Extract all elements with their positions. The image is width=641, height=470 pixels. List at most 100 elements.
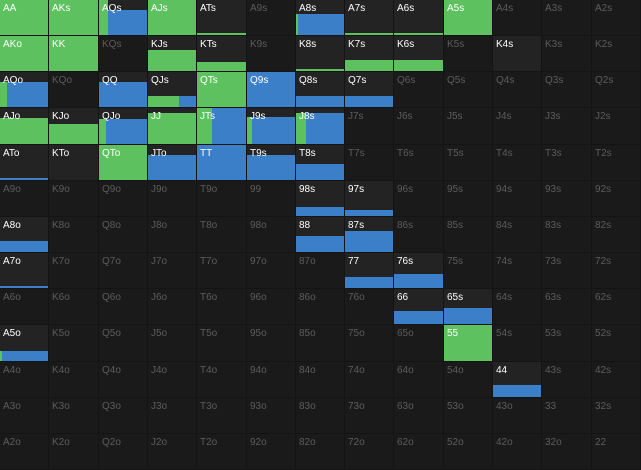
hand-cell-QJo[interactable]: QJo <box>99 108 148 145</box>
hand-cell-64o[interactable]: 64o <box>394 362 444 398</box>
hand-cell-83s[interactable]: 83s <box>542 217 592 253</box>
hand-cell-A9s[interactable]: A9s <box>247 0 296 36</box>
hand-cell-Q7o[interactable]: Q7o <box>99 253 148 289</box>
hand-cell-54o[interactable]: 54o <box>444 362 493 398</box>
hand-cell-73o[interactable]: 73o <box>345 398 394 434</box>
hand-cell-QTo[interactable]: QTo <box>99 145 148 181</box>
hand-cell-JJ[interactable]: JJ <box>148 108 197 145</box>
hand-cell-T3s[interactable]: T3s <box>542 145 592 181</box>
hand-cell-QQ[interactable]: QQ <box>99 72 148 108</box>
hand-cell-J3o[interactable]: J3o <box>148 398 197 434</box>
hand-cell-77[interactable]: 77 <box>345 253 394 289</box>
hand-cell-Q9s[interactable]: Q9s <box>247 72 296 108</box>
hand-cell-Q2o[interactable]: Q2o <box>99 434 148 470</box>
hand-cell-T6s[interactable]: T6s <box>394 145 444 181</box>
hand-cell-J2s[interactable]: J2s <box>592 108 641 145</box>
hand-cell-75s[interactable]: 75s <box>444 253 493 289</box>
hand-cell-ATo[interactable]: ATo <box>0 145 49 181</box>
hand-cell-J4s[interactable]: J4s <box>493 108 542 145</box>
hand-cell-95s[interactable]: 95s <box>444 181 493 217</box>
hand-cell-82s[interactable]: 82s <box>592 217 641 253</box>
hand-cell-A2s[interactable]: A2s <box>592 0 641 36</box>
hand-cell-82o[interactable]: 82o <box>296 434 345 470</box>
hand-cell-T5s[interactable]: T5s <box>444 145 493 181</box>
hand-cell-96s[interactable]: 96s <box>394 181 444 217</box>
hand-cell-A2o[interactable]: A2o <box>0 434 49 470</box>
hand-cell-53s[interactable]: 53s <box>542 325 592 362</box>
hand-cell-86s[interactable]: 86s <box>394 217 444 253</box>
hand-cell-AA[interactable]: AA <box>0 0 49 36</box>
hand-cell-88[interactable]: 88 <box>296 217 345 253</box>
hand-cell-85s[interactable]: 85s <box>444 217 493 253</box>
hand-cell-73s[interactable]: 73s <box>542 253 592 289</box>
hand-cell-52s[interactable]: 52s <box>592 325 641 362</box>
hand-cell-43o[interactable]: 43o <box>493 398 542 434</box>
hand-cell-83o[interactable]: 83o <box>296 398 345 434</box>
hand-cell-QTs[interactable]: QTs <box>197 72 247 108</box>
hand-cell-JTs[interactable]: JTs <box>197 108 247 145</box>
hand-cell-Q4s[interactable]: Q4s <box>493 72 542 108</box>
hand-cell-T6o[interactable]: T6o <box>197 289 247 325</box>
hand-cell-AJo[interactable]: AJo <box>0 108 49 145</box>
hand-cell-J9o[interactable]: J9o <box>148 181 197 217</box>
hand-cell-T4o[interactable]: T4o <box>197 362 247 398</box>
hand-cell-22[interactable]: 22 <box>592 434 641 470</box>
hand-cell-K2o[interactable]: K2o <box>49 434 99 470</box>
hand-cell-Q9o[interactable]: Q9o <box>99 181 148 217</box>
hand-cell-A6s[interactable]: A6s <box>394 0 444 36</box>
hand-cell-AQo[interactable]: AQo <box>0 72 49 108</box>
hand-cell-T7o[interactable]: T7o <box>197 253 247 289</box>
hand-cell-KJs[interactable]: KJs <box>148 36 197 72</box>
hand-cell-K9s[interactable]: K9s <box>247 36 296 72</box>
hand-cell-42s[interactable]: 42s <box>592 362 641 398</box>
hand-cell-K7o[interactable]: K7o <box>49 253 99 289</box>
hand-cell-T9o[interactable]: T9o <box>197 181 247 217</box>
hand-cell-K8o[interactable]: K8o <box>49 217 99 253</box>
hand-cell-64s[interactable]: 64s <box>493 289 542 325</box>
hand-cell-Q5o[interactable]: Q5o <box>99 325 148 362</box>
hand-cell-76o[interactable]: 76o <box>345 289 394 325</box>
hand-cell-74o[interactable]: 74o <box>345 362 394 398</box>
hand-cell-K3o[interactable]: K3o <box>49 398 99 434</box>
hand-cell-54s[interactable]: 54s <box>493 325 542 362</box>
hand-cell-63s[interactable]: 63s <box>542 289 592 325</box>
hand-cell-KTs[interactable]: KTs <box>197 36 247 72</box>
hand-cell-T3o[interactable]: T3o <box>197 398 247 434</box>
hand-cell-93s[interactable]: 93s <box>542 181 592 217</box>
hand-cell-T7s[interactable]: T7s <box>345 145 394 181</box>
hand-cell-AJs[interactable]: AJs <box>148 0 197 36</box>
hand-cell-93o[interactable]: 93o <box>247 398 296 434</box>
hand-cell-63o[interactable]: 63o <box>394 398 444 434</box>
hand-cell-K6s[interactable]: K6s <box>394 36 444 72</box>
hand-cell-52o[interactable]: 52o <box>444 434 493 470</box>
hand-cell-K5s[interactable]: K5s <box>444 36 493 72</box>
hand-cell-JTo[interactable]: JTo <box>148 145 197 181</box>
hand-cell-TT[interactable]: TT <box>197 145 247 181</box>
hand-cell-K4o[interactable]: K4o <box>49 362 99 398</box>
hand-cell-65s[interactable]: 65s <box>444 289 493 325</box>
hand-cell-97o[interactable]: 97o <box>247 253 296 289</box>
hand-cell-55[interactable]: 55 <box>444 325 493 362</box>
hand-cell-66[interactable]: 66 <box>394 289 444 325</box>
hand-cell-92o[interactable]: 92o <box>247 434 296 470</box>
hand-cell-32s[interactable]: 32s <box>592 398 641 434</box>
hand-cell-A7o[interactable]: A7o <box>0 253 49 289</box>
hand-cell-Q3s[interactable]: Q3s <box>542 72 592 108</box>
hand-cell-K8s[interactable]: K8s <box>296 36 345 72</box>
hand-cell-A3o[interactable]: A3o <box>0 398 49 434</box>
hand-cell-A8s[interactable]: A8s <box>296 0 345 36</box>
hand-cell-K3s[interactable]: K3s <box>542 36 592 72</box>
hand-cell-Q3o[interactable]: Q3o <box>99 398 148 434</box>
hand-cell-A3s[interactable]: A3s <box>542 0 592 36</box>
hand-cell-84s[interactable]: 84s <box>493 217 542 253</box>
hand-cell-97s[interactable]: 97s <box>345 181 394 217</box>
hand-cell-87s[interactable]: 87s <box>345 217 394 253</box>
hand-cell-65o[interactable]: 65o <box>394 325 444 362</box>
hand-cell-44[interactable]: 44 <box>493 362 542 398</box>
hand-cell-A9o[interactable]: A9o <box>0 181 49 217</box>
hand-cell-Q7s[interactable]: Q7s <box>345 72 394 108</box>
hand-cell-95o[interactable]: 95o <box>247 325 296 362</box>
hand-cell-53o[interactable]: 53o <box>444 398 493 434</box>
hand-cell-T8s[interactable]: T8s <box>296 145 345 181</box>
hand-cell-98o[interactable]: 98o <box>247 217 296 253</box>
